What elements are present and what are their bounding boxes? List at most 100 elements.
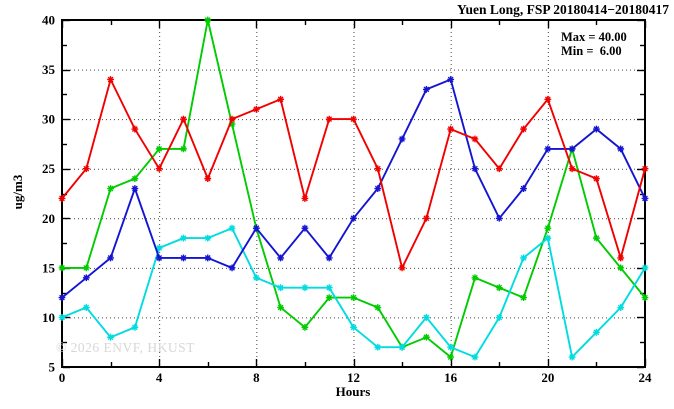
data-point-marker [107, 185, 114, 192]
data-point-marker [301, 284, 309, 292]
x-tick-label: 12 [347, 370, 360, 385]
data-point-marker [204, 234, 212, 242]
data-point-marker [180, 254, 187, 262]
y-tick-label: 30 [42, 112, 55, 127]
series-red-markers [58, 76, 649, 272]
series-green-markers [58, 16, 649, 361]
data-point-marker [350, 214, 357, 222]
data-point-marker [374, 304, 382, 311]
data-point-marker [180, 115, 187, 123]
y-axis-title: ug/m3 [10, 174, 25, 210]
data-point-marker [180, 234, 187, 242]
plot-frame [61, 19, 646, 368]
data-point-marker [520, 185, 527, 192]
series-cyan [58, 224, 649, 361]
data-point-marker [641, 294, 649, 301]
data-point-marker [422, 86, 430, 93]
data-point-marker [593, 125, 600, 133]
x-tick-label: 16 [444, 370, 458, 385]
data-point-marker [495, 165, 503, 173]
y-tick-label: 40 [42, 13, 55, 28]
data-point-marker [593, 234, 600, 242]
data-point-marker [374, 165, 382, 173]
data-point-marker [58, 294, 66, 301]
x-tick-label: 0 [59, 370, 66, 385]
data-point-marker [495, 214, 503, 222]
data-point-marker [228, 115, 236, 123]
data-point-marker [82, 274, 90, 282]
data-point-marker [131, 175, 139, 183]
data-point-marker [155, 244, 163, 252]
data-point-marker [131, 323, 139, 331]
tick-labels: 5 10 15 20 25 30 35 40 0 4 8 12 16 20 24 [42, 13, 652, 386]
data-point-marker [325, 254, 333, 262]
data-point-marker [422, 314, 430, 321]
data-point-marker [155, 145, 163, 153]
y-tick-label: 25 [42, 161, 56, 176]
data-point-marker [447, 76, 455, 83]
data-point-marker [520, 254, 527, 262]
data-point-marker [471, 135, 479, 143]
data-point-marker [277, 95, 285, 103]
data-point-marker [301, 195, 309, 202]
data-point-marker [617, 264, 625, 272]
data-point-marker [131, 125, 139, 133]
data-point-marker [58, 314, 66, 321]
data-point-marker [544, 95, 552, 103]
data-point-marker [471, 353, 479, 361]
series-green [58, 16, 649, 361]
data-point-marker [568, 145, 576, 153]
data-point-marker [82, 165, 90, 173]
data-point-marker [544, 145, 552, 153]
data-point-marker [641, 195, 649, 202]
data-point-marker [228, 224, 236, 232]
series-red-line [61, 76, 646, 271]
data-point-marker [447, 353, 455, 361]
data-point-marker [471, 274, 479, 282]
data-point-marker [617, 304, 625, 311]
data-point-marker [107, 333, 114, 341]
data-point-marker [447, 125, 455, 133]
data-point-marker [350, 323, 357, 331]
y-tick-label: 15 [42, 260, 56, 275]
y-tick-label: 35 [42, 62, 56, 77]
data-point-marker [471, 165, 479, 173]
data-point-marker [107, 254, 114, 262]
data-point-marker [180, 145, 187, 153]
data-point-marker [593, 328, 600, 336]
data-point-marker [58, 195, 66, 202]
data-point-marker [422, 333, 430, 341]
data-point-marker [204, 254, 212, 262]
data-point-marker [398, 264, 406, 272]
series-red [58, 76, 649, 272]
data-point-marker [422, 214, 430, 222]
x-tick-label: 4 [156, 370, 163, 385]
data-point-marker [204, 16, 212, 24]
x-tick-label: 24 [639, 370, 653, 385]
y-tick-label: 5 [49, 360, 56, 375]
data-point-marker [495, 314, 503, 321]
data-point-marker [155, 165, 163, 173]
data-point-marker [325, 294, 333, 301]
x-axis-title: Hours [335, 384, 371, 399]
data-point-marker [617, 254, 625, 262]
data-point-marker [58, 264, 66, 272]
watermark: © 2026 ENVF, HKUST [56, 340, 195, 355]
data-point-marker [204, 175, 212, 183]
series-cyan-markers [58, 224, 649, 361]
data-point-marker [641, 264, 649, 272]
chart-title: Yuen Long, FSP 20180414−20180417 [457, 2, 669, 17]
data-point-marker [544, 234, 552, 242]
data-point-marker [277, 254, 285, 262]
data-point-marker [131, 185, 139, 192]
data-point-marker [252, 274, 260, 282]
data-point-marker [277, 284, 285, 292]
data-point-marker [325, 284, 333, 292]
data-point-marker [398, 135, 406, 143]
data-point-marker [544, 224, 552, 232]
data-point-marker [325, 115, 333, 123]
data-point-marker [252, 224, 260, 232]
max-min-annotation: Max = 40.00 Min = 6.00 [561, 30, 627, 58]
